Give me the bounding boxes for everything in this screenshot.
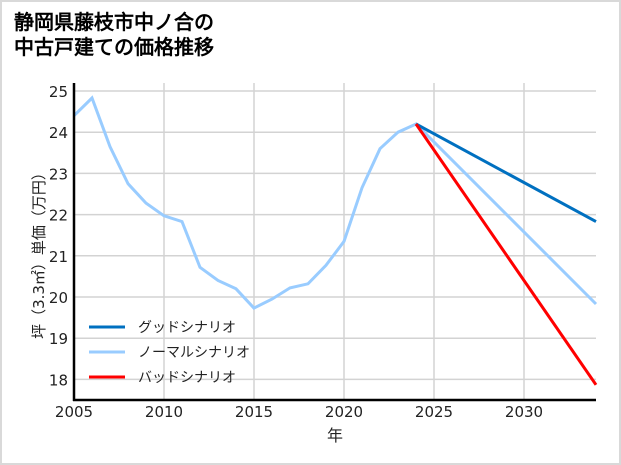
legend-label-0: グッドシナリオ bbox=[138, 320, 236, 336]
legend-label-1: ノーマルシナリオ bbox=[138, 345, 250, 361]
y-tick-label: 20 bbox=[49, 289, 68, 307]
y-tick-label: 19 bbox=[49, 330, 68, 348]
series-line-1 bbox=[72, 95, 598, 310]
series-line-0 bbox=[415, 122, 597, 223]
chart-title: 静岡県藤枝市中ノ合の 中古戸建ての価格推移 bbox=[14, 10, 214, 60]
x-tick-label: 2015 bbox=[235, 403, 273, 421]
x-tick-label: 2010 bbox=[145, 403, 183, 421]
y-tick-label: 23 bbox=[49, 165, 68, 183]
y-tick-label: 25 bbox=[49, 83, 68, 101]
chart-title-line-1: 静岡県藤枝市中ノ合の bbox=[14, 10, 214, 34]
tick-labels: 18 19 20 21 22 23 24 25 2005 2010 2015 2020 2025 2030 bbox=[49, 83, 543, 421]
series-line-2 bbox=[414, 123, 598, 386]
x-tick-label: 2005 bbox=[55, 403, 93, 421]
axes bbox=[72, 83, 596, 402]
y-tick-label: 18 bbox=[49, 371, 68, 389]
x-tick-label: 2030 bbox=[505, 403, 543, 421]
x-axis-label: 年 bbox=[327, 426, 343, 445]
x-tick-label: 2025 bbox=[415, 403, 453, 421]
y-tick-label: 21 bbox=[49, 248, 68, 266]
y-tick-label: 22 bbox=[49, 207, 68, 225]
chart-title-line-2: 中古戸建ての価格推移 bbox=[14, 35, 214, 59]
x-tick-label: 2020 bbox=[325, 403, 363, 421]
y-axis-label: 坪（3.3㎡）単価（万円） bbox=[30, 165, 48, 339]
data-series bbox=[72, 95, 598, 386]
legend-label-2: バッドシナリオ bbox=[138, 370, 236, 386]
y-tick-label: 24 bbox=[49, 124, 68, 142]
